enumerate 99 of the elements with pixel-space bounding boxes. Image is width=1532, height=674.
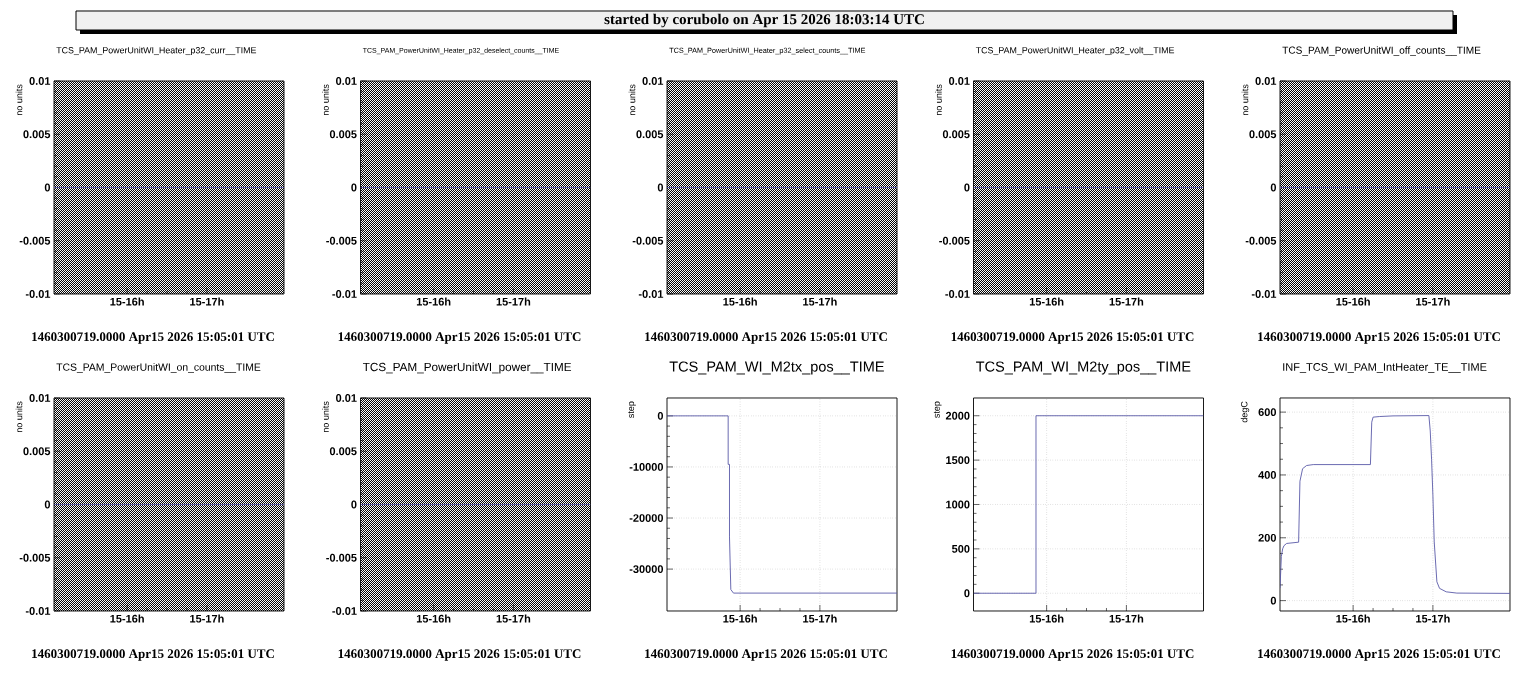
y-tick-label: 0 bbox=[1270, 183, 1277, 192]
chart-title: INF_TCS_WI_PAM_IntHeater_TE__TIME bbox=[1283, 363, 1487, 373]
chart-title: TCS_PAM_WI_M2ty_pos__TIME bbox=[976, 361, 1191, 375]
chart-title: TCS_PAM_PowerUnitWI_on_counts__TIME bbox=[56, 363, 261, 373]
y-axis-title: no units bbox=[322, 84, 329, 116]
y-tick-label: -0.01 bbox=[638, 290, 664, 298]
x-tick-label: 15-17h bbox=[190, 297, 224, 306]
x-tick-label: 15-17h bbox=[803, 297, 837, 306]
text: started by corubolo on Apr 15 2026 18:03:14 UTC bbox=[604, 13, 924, 28]
y-tick-label: 0.005 bbox=[1249, 130, 1277, 139]
y-tick-label: 0.005 bbox=[23, 130, 51, 139]
x-tick-label: 15-16h bbox=[110, 614, 144, 623]
y-tick-label: 0 bbox=[964, 589, 970, 598]
y-tick-label: -0.005 bbox=[19, 553, 51, 562]
y-tick-label: -0.005 bbox=[1245, 236, 1277, 245]
x-tick-label: 15-17h bbox=[1416, 614, 1450, 623]
y-tick-label: 0 bbox=[1270, 596, 1277, 605]
y-tick-label: -0.01 bbox=[25, 290, 51, 298]
text: 1460300719.0000 Apr15 2026 15:05:01 UTC bbox=[951, 332, 1194, 344]
y-tick-label: 400 bbox=[1258, 471, 1277, 479]
x-tick-label: 15-17h bbox=[1109, 297, 1144, 306]
y-tick-label: 0.01 bbox=[336, 394, 357, 402]
chart-title: TCS_PAM_PowerUnitWI_Heater_p32_volt__TIME bbox=[975, 46, 1175, 56]
x-tick-label: 15-17h bbox=[803, 614, 837, 623]
y-tick-label: -0.005 bbox=[19, 236, 51, 245]
y-axis-title: no units bbox=[15, 401, 23, 433]
y-tick-label: 0 bbox=[351, 500, 357, 509]
chart-title: TCS_PAM_WI_M2tx_pos__TIME bbox=[669, 361, 884, 375]
x-tick-label: 15-16h bbox=[1029, 297, 1064, 306]
x-tick-label: 15-16h bbox=[416, 614, 451, 623]
y-tick-label: -0.005 bbox=[326, 553, 357, 562]
text: 1460300719.0000 Apr15 2026 15:05:01 UTC bbox=[951, 649, 1194, 661]
x-tick-label: 15-16h bbox=[416, 297, 451, 306]
y-tick-label: -10000 bbox=[629, 463, 664, 471]
x-tick-label: 15-16h bbox=[110, 297, 144, 306]
text: 1460300719.0000 Apr15 2026 15:05:01 UTC bbox=[32, 649, 274, 661]
x-tick-label: 15-17h bbox=[1109, 614, 1144, 623]
y-tick-label: 1000 bbox=[946, 500, 970, 509]
y-tick-label: 0.005 bbox=[942, 130, 970, 139]
y-axis-title: step bbox=[933, 401, 942, 418]
text: 1460300719.0000 Apr15 2026 15:05:01 UTC bbox=[645, 332, 887, 344]
chart-title: TCS_PAM_PowerUnitWI_off_counts__TIME bbox=[1282, 46, 1481, 56]
x-tick-label: 15-17h bbox=[496, 297, 531, 306]
y-tick-label: 0.01 bbox=[29, 394, 51, 402]
y-tick-label: 0 bbox=[351, 183, 357, 192]
y-tick-label: -20000 bbox=[629, 514, 664, 522]
y-tick-label: 0.01 bbox=[29, 77, 51, 85]
y-tick-label: -0.01 bbox=[332, 607, 357, 615]
y-tick-label: 0.01 bbox=[949, 77, 970, 85]
y-axis-title: no units bbox=[15, 84, 23, 116]
x-tick-label: 15-16h bbox=[1029, 614, 1064, 623]
y-axis-title: step bbox=[628, 401, 636, 418]
chart-title: TCS_PAM_PowerUnitWI_power__TIME bbox=[362, 362, 572, 374]
y-tick-label: -30000 bbox=[629, 565, 664, 574]
y-axis-title: no units bbox=[1241, 84, 1249, 116]
y-tick-label: 0 bbox=[44, 500, 51, 509]
y-axis-title: no units bbox=[628, 84, 636, 116]
y-tick-label: -0.01 bbox=[332, 290, 357, 298]
y-tick-label: -0.01 bbox=[1251, 290, 1277, 298]
y-tick-label: -0.005 bbox=[939, 236, 970, 245]
y-tick-label: 0 bbox=[657, 411, 664, 420]
y-tick-label: 0 bbox=[964, 183, 970, 192]
line-series bbox=[667, 415, 898, 594]
chart-title: TCS_PAM_PowerUnitWI_Heater_p32_curr__TIME bbox=[56, 46, 257, 56]
x-tick-label: 15-16h bbox=[1336, 614, 1370, 623]
x-tick-label: 15-17h bbox=[1416, 297, 1450, 306]
y-tick-label: 0.005 bbox=[23, 447, 51, 456]
line-series bbox=[1280, 415, 1510, 594]
y-tick-label: 600 bbox=[1258, 408, 1277, 417]
y-tick-label: 200 bbox=[1258, 533, 1277, 542]
text: 1460300719.0000 Apr15 2026 15:05:01 UTC bbox=[1258, 332, 1500, 344]
y-tick-label: 2000 bbox=[945, 411, 970, 420]
x-tick-label: 15-17h bbox=[190, 614, 224, 623]
y-tick-label: -0.01 bbox=[945, 290, 970, 298]
y-axis-title: no units bbox=[322, 401, 329, 433]
y-tick-label: -0.005 bbox=[632, 236, 664, 245]
text: 1460300719.0000 Apr15 2026 15:05:01 UTC bbox=[1258, 649, 1500, 661]
y-axis-title: no units bbox=[935, 84, 942, 116]
y-tick-label: 0 bbox=[44, 183, 51, 192]
y-tick-label: 0.01 bbox=[642, 77, 664, 85]
y-tick-label: 0.005 bbox=[329, 130, 357, 139]
x-tick-label: 15-16h bbox=[723, 614, 757, 623]
y-tick-label: 0.005 bbox=[329, 447, 357, 456]
y-tick-label: -0.005 bbox=[326, 236, 357, 245]
y-tick-label: -0.01 bbox=[25, 607, 51, 615]
text: 1460300719.0000 Apr15 2026 15:05:01 UTC bbox=[338, 332, 581, 344]
x-tick-label: 15-17h bbox=[496, 614, 531, 623]
text: 1460300719.0000 Apr15 2026 15:05:01 UTC bbox=[645, 649, 887, 661]
y-tick-label: 0.01 bbox=[1255, 77, 1277, 85]
y-tick-label: 0.01 bbox=[336, 77, 357, 85]
y-tick-label: 1500 bbox=[946, 456, 970, 465]
y-tick-label: 0 bbox=[657, 183, 664, 192]
y-axis-title: degC bbox=[1240, 401, 1250, 423]
x-tick-label: 15-16h bbox=[1336, 297, 1370, 306]
y-tick-label: 500 bbox=[951, 544, 970, 553]
y-tick-label: 0.005 bbox=[636, 130, 664, 139]
text: 1460300719.0000 Apr15 2026 15:05:01 UTC bbox=[32, 332, 274, 344]
x-tick-label: 15-16h bbox=[723, 297, 757, 306]
text: 1460300719.0000 Apr15 2026 15:05:01 UTC bbox=[338, 649, 581, 661]
